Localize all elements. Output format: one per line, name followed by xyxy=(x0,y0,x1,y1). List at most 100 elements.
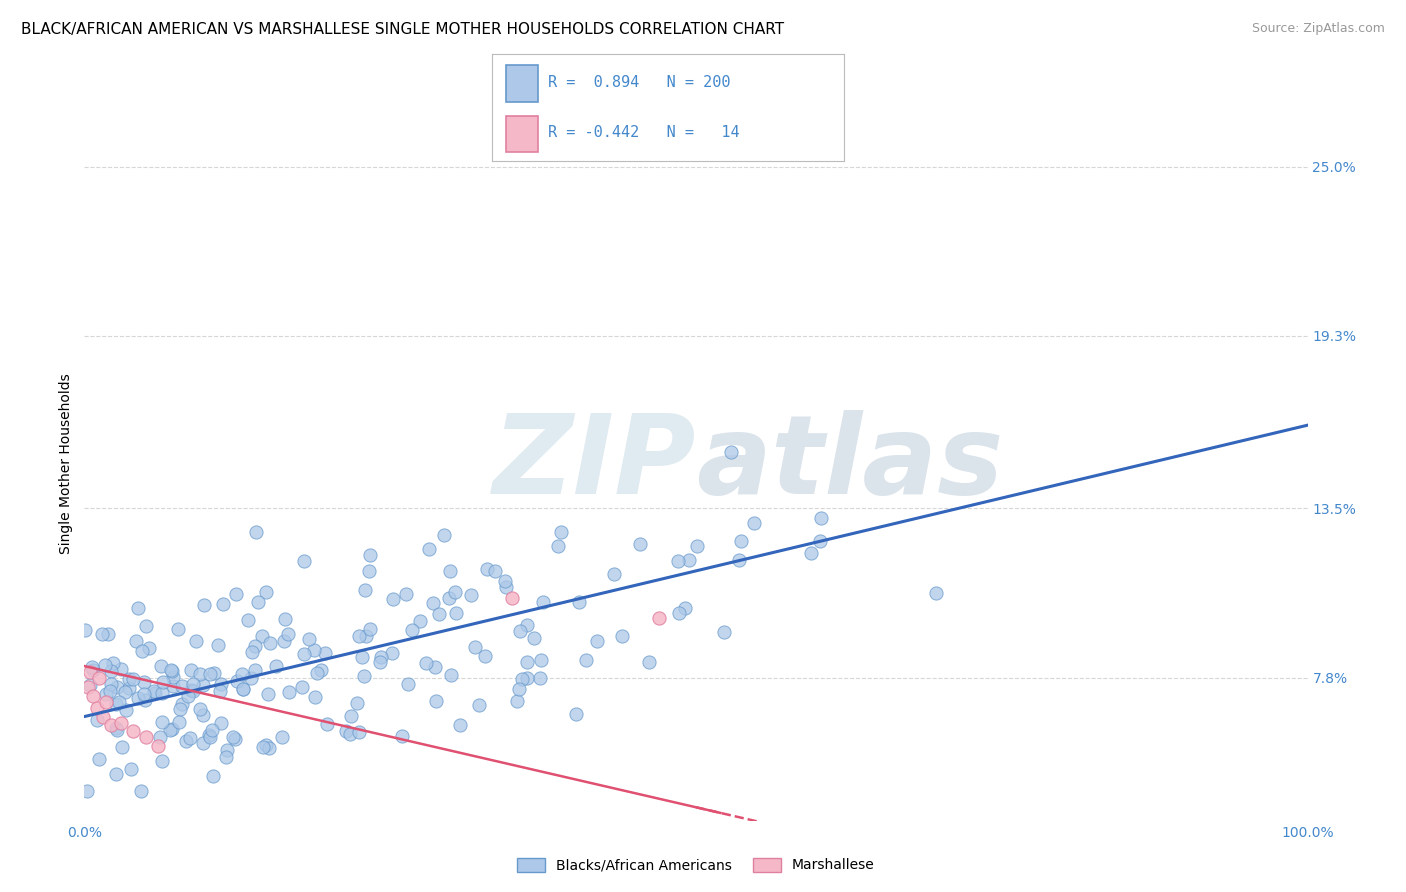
Point xyxy=(150,686,173,700)
Point xyxy=(510,672,533,686)
Point xyxy=(347,725,370,739)
Bar xyxy=(506,65,537,102)
Point xyxy=(246,595,269,609)
Point xyxy=(586,634,609,648)
Point xyxy=(142,684,165,698)
Point xyxy=(87,671,110,685)
Point xyxy=(529,671,551,685)
Point xyxy=(76,784,98,798)
Point xyxy=(118,672,141,686)
Point xyxy=(86,700,108,714)
Point xyxy=(423,659,446,673)
Point xyxy=(167,715,190,730)
Point xyxy=(395,587,418,601)
Point xyxy=(335,724,357,739)
Point xyxy=(925,585,948,599)
Point xyxy=(340,708,363,723)
Point xyxy=(134,693,156,707)
Point xyxy=(118,681,141,695)
Point xyxy=(292,554,315,568)
Point xyxy=(468,698,491,712)
Point xyxy=(359,548,381,562)
Point xyxy=(353,669,375,683)
Point xyxy=(730,533,752,548)
Point xyxy=(550,524,572,539)
Point xyxy=(97,626,120,640)
Point xyxy=(75,623,97,637)
Point xyxy=(108,695,131,709)
Point xyxy=(530,653,553,667)
Point xyxy=(172,679,194,693)
Point xyxy=(127,601,149,615)
Point xyxy=(198,731,221,745)
Point xyxy=(115,703,138,717)
Point xyxy=(202,666,225,681)
Point xyxy=(810,510,832,524)
Point xyxy=(159,723,181,738)
Point xyxy=(686,539,709,553)
Point xyxy=(82,663,104,677)
Point xyxy=(382,592,405,607)
Point xyxy=(127,691,149,706)
Point xyxy=(149,730,172,744)
Point xyxy=(675,601,697,615)
Point xyxy=(477,562,499,576)
Point xyxy=(226,673,249,688)
Point xyxy=(713,625,735,640)
Point xyxy=(396,676,419,690)
Point xyxy=(427,607,450,622)
Point xyxy=(516,655,538,669)
Point xyxy=(135,731,157,745)
Point xyxy=(506,694,529,708)
Point xyxy=(104,767,127,781)
Point xyxy=(131,644,153,658)
Point xyxy=(209,716,232,731)
Point xyxy=(254,584,277,599)
Point xyxy=(575,652,598,666)
Point xyxy=(169,702,191,716)
Point xyxy=(100,677,122,691)
Point xyxy=(179,731,201,746)
Point xyxy=(309,664,332,678)
Point xyxy=(356,629,378,643)
Point xyxy=(603,567,626,582)
Point xyxy=(79,677,101,691)
Point xyxy=(314,646,336,660)
Point xyxy=(257,740,280,755)
Bar xyxy=(506,116,537,152)
Point xyxy=(409,614,432,628)
Point xyxy=(494,574,516,588)
Point xyxy=(77,680,100,694)
Text: R = -0.442   N =   14: R = -0.442 N = 14 xyxy=(548,125,740,140)
Point xyxy=(449,717,471,731)
Point xyxy=(209,676,232,690)
Point xyxy=(250,629,273,643)
Point xyxy=(221,731,243,745)
Point xyxy=(245,524,267,539)
Point xyxy=(401,624,423,638)
Point xyxy=(433,528,456,542)
Point xyxy=(172,697,194,711)
Point xyxy=(531,595,554,609)
Point xyxy=(568,595,591,609)
Point xyxy=(191,735,214,749)
Point xyxy=(90,627,112,641)
Point xyxy=(215,750,238,764)
Point xyxy=(181,677,204,691)
Point xyxy=(808,534,831,549)
Point xyxy=(727,553,749,567)
Point xyxy=(91,709,114,723)
Point xyxy=(668,607,690,621)
Point xyxy=(547,539,569,553)
Point xyxy=(181,683,204,698)
Point xyxy=(254,738,277,752)
Point xyxy=(495,581,517,595)
Point xyxy=(304,690,326,704)
Point xyxy=(212,597,235,611)
Text: BLACK/AFRICAN AMERICAN VS MARSHALLESE SINGLE MOTHER HOUSEHOLDS CORRELATION CHART: BLACK/AFRICAN AMERICAN VS MARSHALLESE SI… xyxy=(21,22,785,37)
Point xyxy=(259,636,281,650)
Point xyxy=(307,665,329,680)
Point xyxy=(138,641,160,656)
Point xyxy=(346,696,368,710)
Text: Source: ZipAtlas.com: Source: ZipAtlas.com xyxy=(1251,22,1385,36)
